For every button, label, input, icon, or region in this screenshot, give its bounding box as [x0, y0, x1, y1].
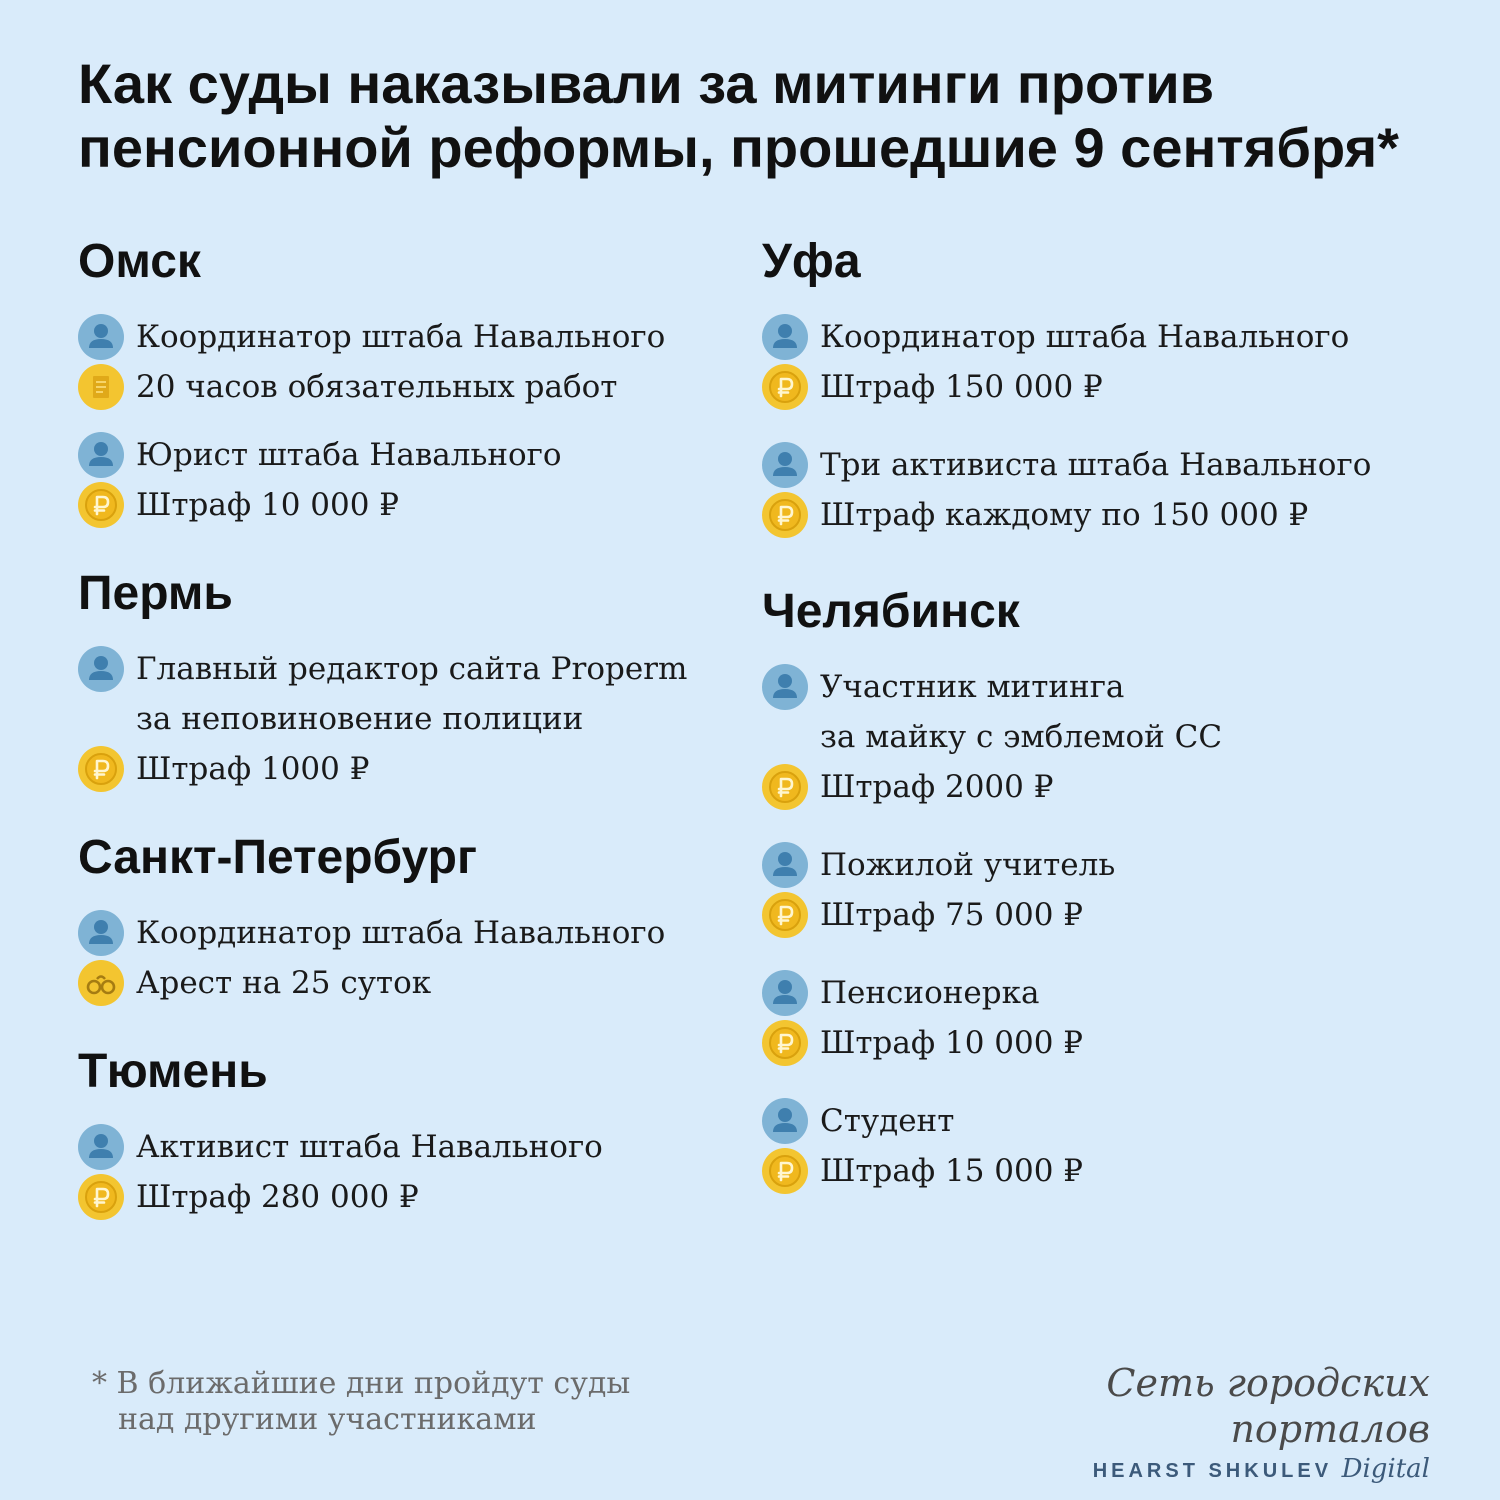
city-block-omsk: Омск Координатор штаба Навального 20 час… — [78, 232, 768, 530]
city-name: Челябинск — [762, 585, 1020, 638]
case-entry: Координатор штаба Навального Арест на 25… — [78, 908, 768, 1008]
penalty-text: Штраф 10 000 ₽ — [820, 1025, 1084, 1061]
case-entry: Главный редактор сайта Properm за непови… — [78, 644, 768, 794]
person-icon — [762, 442, 808, 488]
person-icon — [78, 910, 124, 956]
person-icon — [762, 1098, 808, 1144]
page-title: Как суды наказывали за митинги против пе… — [78, 52, 1458, 180]
penalty-text: Арест на 25 суток — [136, 965, 432, 1001]
footnote: * В ближайшие дни пройдут суды над други… — [92, 1366, 732, 1438]
city-block-chelyabinsk: Челябинск Участник митинга за майку с эм… — [762, 582, 1452, 1196]
city-name: Уфа — [762, 235, 861, 288]
ruble-coin-icon — [78, 746, 124, 792]
penalty-text: Штраф 15 000 ₽ — [820, 1153, 1084, 1189]
person-text: Три активиста штаба Навального — [820, 447, 1372, 483]
logo-script-text: Сеть городских порталов — [1106, 1361, 1430, 1451]
person-text: Студент — [820, 1103, 955, 1139]
handcuffs-icon — [78, 960, 124, 1006]
penalty-text: Штраф каждому по 150 000 ₽ — [820, 497, 1309, 533]
penalty-text: Штраф 10 000 ₽ — [136, 487, 400, 523]
footnote-line-1: * В ближайшие дни пройдут суды — [92, 1366, 631, 1401]
document-icon — [78, 364, 124, 410]
person-text: Пенсионерка — [820, 975, 1040, 1011]
city-name: Тюмень — [78, 1045, 268, 1098]
person-text: Пожилой учитель — [820, 847, 1116, 883]
city-block-spb: Санкт-Петербург Координатор штаба Наваль… — [78, 828, 768, 1008]
case-entry: Три активиста штаба Навального Штраф каж… — [762, 440, 1452, 540]
person-text-cont: за майку с эмблемой СС — [820, 719, 1223, 755]
case-entry: Координатор штаба Навального Штраф 150 0… — [762, 312, 1452, 412]
ruble-coin-icon — [78, 1174, 124, 1220]
person-text: Главный редактор сайта Properm — [136, 651, 688, 687]
person-text-cont: за неповиновение полиции — [136, 701, 584, 737]
person-text: Активист штаба Навального — [136, 1129, 603, 1165]
city-block-tyumen: Тюмень Активист штаба Навального Штраф 2… — [78, 1042, 768, 1222]
person-text: Координатор штаба Навального — [136, 319, 666, 355]
penalty-text: Штраф 280 000 ₽ — [136, 1179, 419, 1215]
penalty-text: Штраф 1000 ₽ — [136, 751, 370, 787]
ruble-coin-icon — [762, 1148, 808, 1194]
right-column: Уфа Координатор штаба Навального Штраф 1… — [762, 232, 1452, 1230]
footnote-line-2: над другими участниками — [118, 1402, 537, 1437]
person-icon — [78, 314, 124, 360]
penalty-text: 20 часов обязательных работ — [136, 369, 618, 405]
city-block-ufa: Уфа Координатор штаба Навального Штраф 1… — [762, 232, 1452, 540]
logo-subtitle: HEARST SHKULEV Digital — [960, 1454, 1430, 1484]
person-icon — [762, 664, 808, 710]
city-name: Омск — [78, 235, 201, 288]
case-entry: Участник митинга за майку с эмблемой СС … — [762, 662, 1452, 812]
person-icon — [78, 646, 124, 692]
city-block-perm: Пермь Главный редактор сайта Properm за … — [78, 564, 768, 794]
title-line-2: пенсионной реформы, прошедшие 9 сентября… — [78, 116, 1399, 179]
case-entry: Координатор штаба Навального 20 часов об… — [78, 312, 768, 412]
person-text: Юрист штаба Навального — [136, 437, 562, 473]
person-icon — [78, 432, 124, 478]
publisher-logo: Сеть городских порталов HEARST SHKULEV D… — [960, 1360, 1430, 1484]
city-name: Пермь — [78, 567, 233, 620]
ruble-coin-icon — [762, 364, 808, 410]
penalty-text: Штраф 150 000 ₽ — [820, 369, 1103, 405]
person-text: Координатор штаба Навального — [136, 915, 666, 951]
case-entry: Пожилой учитель Штраф 75 000 ₽ — [762, 840, 1452, 940]
person-icon — [78, 1124, 124, 1170]
penalty-text: Штраф 2000 ₽ — [820, 769, 1054, 805]
ruble-coin-icon — [762, 892, 808, 938]
logo-digital: Digital — [1341, 1454, 1430, 1484]
left-column: Омск Координатор штаба Навального 20 час… — [78, 232, 768, 1256]
person-icon — [762, 842, 808, 888]
title-line-1: Как суды наказывали за митинги против — [78, 52, 1215, 115]
penalty-text: Штраф 75 000 ₽ — [820, 897, 1084, 933]
case-entry: Юрист штаба Навального Штраф 10 000 ₽ — [78, 430, 768, 530]
person-text: Участник митинга — [820, 669, 1125, 705]
logo-brand: HEARST SHKULEV — [1092, 1460, 1333, 1482]
case-entry: Пенсионерка Штраф 10 000 ₽ — [762, 968, 1452, 1068]
case-entry: Студент Штраф 15 000 ₽ — [762, 1096, 1452, 1196]
person-text: Координатор штаба Навального — [820, 319, 1350, 355]
ruble-coin-icon — [762, 764, 808, 810]
ruble-coin-icon — [762, 1020, 808, 1066]
ruble-coin-icon — [78, 482, 124, 528]
city-name: Санкт-Петербург — [78, 831, 477, 884]
person-icon — [762, 970, 808, 1016]
case-entry: Активист штаба Навального Штраф 280 000 … — [78, 1122, 768, 1222]
ruble-coin-icon — [762, 492, 808, 538]
person-icon — [762, 314, 808, 360]
